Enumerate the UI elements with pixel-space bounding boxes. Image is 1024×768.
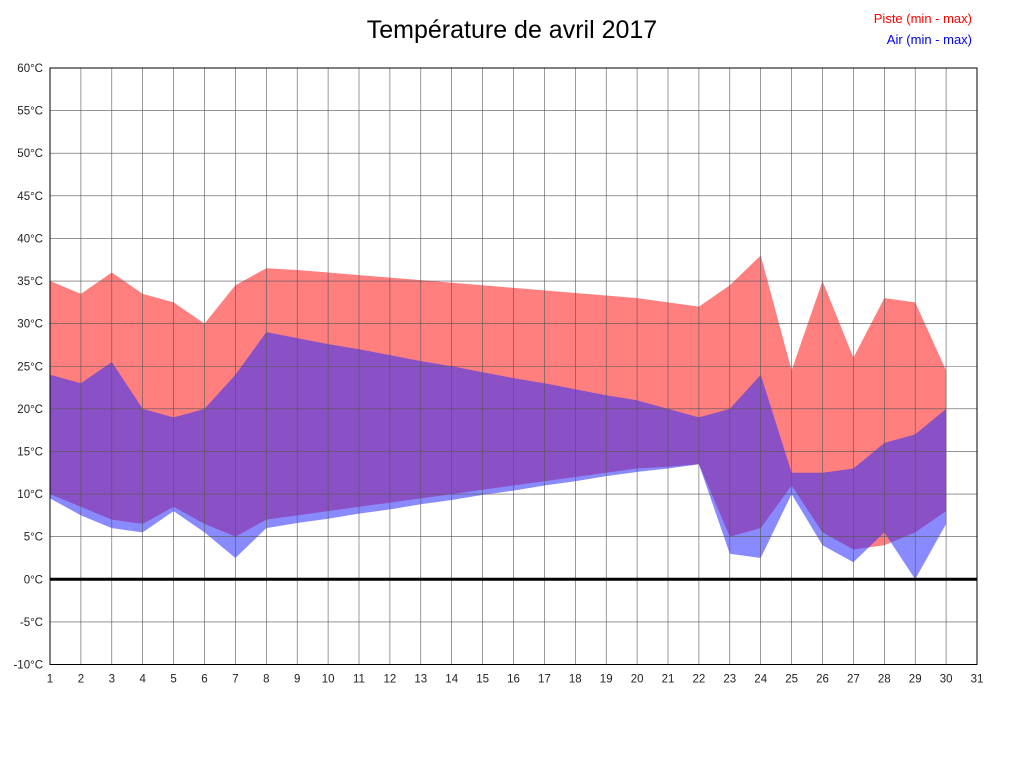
legend: Piste (min - max) Air (min - max) [874,8,972,50]
band-air [50,332,947,580]
x-tick-label: 18 [569,674,582,686]
x-tick-label: 1 [47,674,53,686]
x-tick-label: 5 [170,674,176,686]
x-tick-label: 3 [109,674,115,686]
x-tick-label: 12 [384,674,397,686]
x-tick-label: 30 [940,674,953,686]
y-tick-label: 55°C [17,106,43,118]
x-tick-label: 19 [600,674,613,686]
x-tick-label: 14 [445,674,458,686]
y-tick-label: 45°C [17,191,43,203]
x-tick-label: 6 [201,674,207,686]
x-tick-label: 15 [476,674,489,686]
y-tick-label: 40°C [17,233,43,245]
x-tick-label: 25 [785,674,798,686]
legend-air: Air (min - max) [886,32,972,47]
plot-border [49,67,978,665]
x-tick-label: 13 [414,674,427,686]
x-tick-label: 20 [631,674,644,686]
x-tick-label: 16 [507,674,520,686]
x-tick-label: 10 [322,674,335,686]
x-tick-label: 7 [232,674,238,686]
y-tick-label: 0°C [24,574,43,586]
x-tick-label: 8 [263,674,269,686]
y-tick-label: 35°C [17,276,43,288]
x-tick-label: 11 [353,674,365,686]
y-tick-label: 10°C [17,489,43,501]
legend-piste: Piste (min - max) [873,11,972,26]
x-tick-label: 27 [847,674,860,686]
x-tick-label: 2 [78,674,84,686]
x-tick-label: 9 [294,674,300,686]
x-tick-label: 31 [971,674,984,686]
x-tick-label: 24 [754,674,767,686]
x-tick-label: 29 [909,674,922,686]
y-tick-label: 30°C [17,319,43,331]
x-tick-label: 22 [693,674,706,686]
x-tick-label: 4 [139,674,146,686]
y-tick-label: 25°C [17,361,43,373]
chart-title: Température de avril 2017 [366,16,658,44]
y-tick-label: 15°C [17,446,43,458]
x-tick-label: 23 [723,674,736,686]
x-tick-label: 26 [816,674,829,686]
y-tick-label: 50°C [17,148,43,160]
y-tick-label: -5°C [20,617,43,629]
y-tick-label: 60°C [17,63,43,75]
x-tick-label: 21 [662,674,675,686]
x-tick-label: 17 [538,674,551,686]
x-tick-label: 28 [878,674,891,686]
y-tick-label: -10°C [13,660,43,672]
y-tick-label: 20°C [17,404,43,416]
y-tick-label: 5°C [24,532,43,544]
